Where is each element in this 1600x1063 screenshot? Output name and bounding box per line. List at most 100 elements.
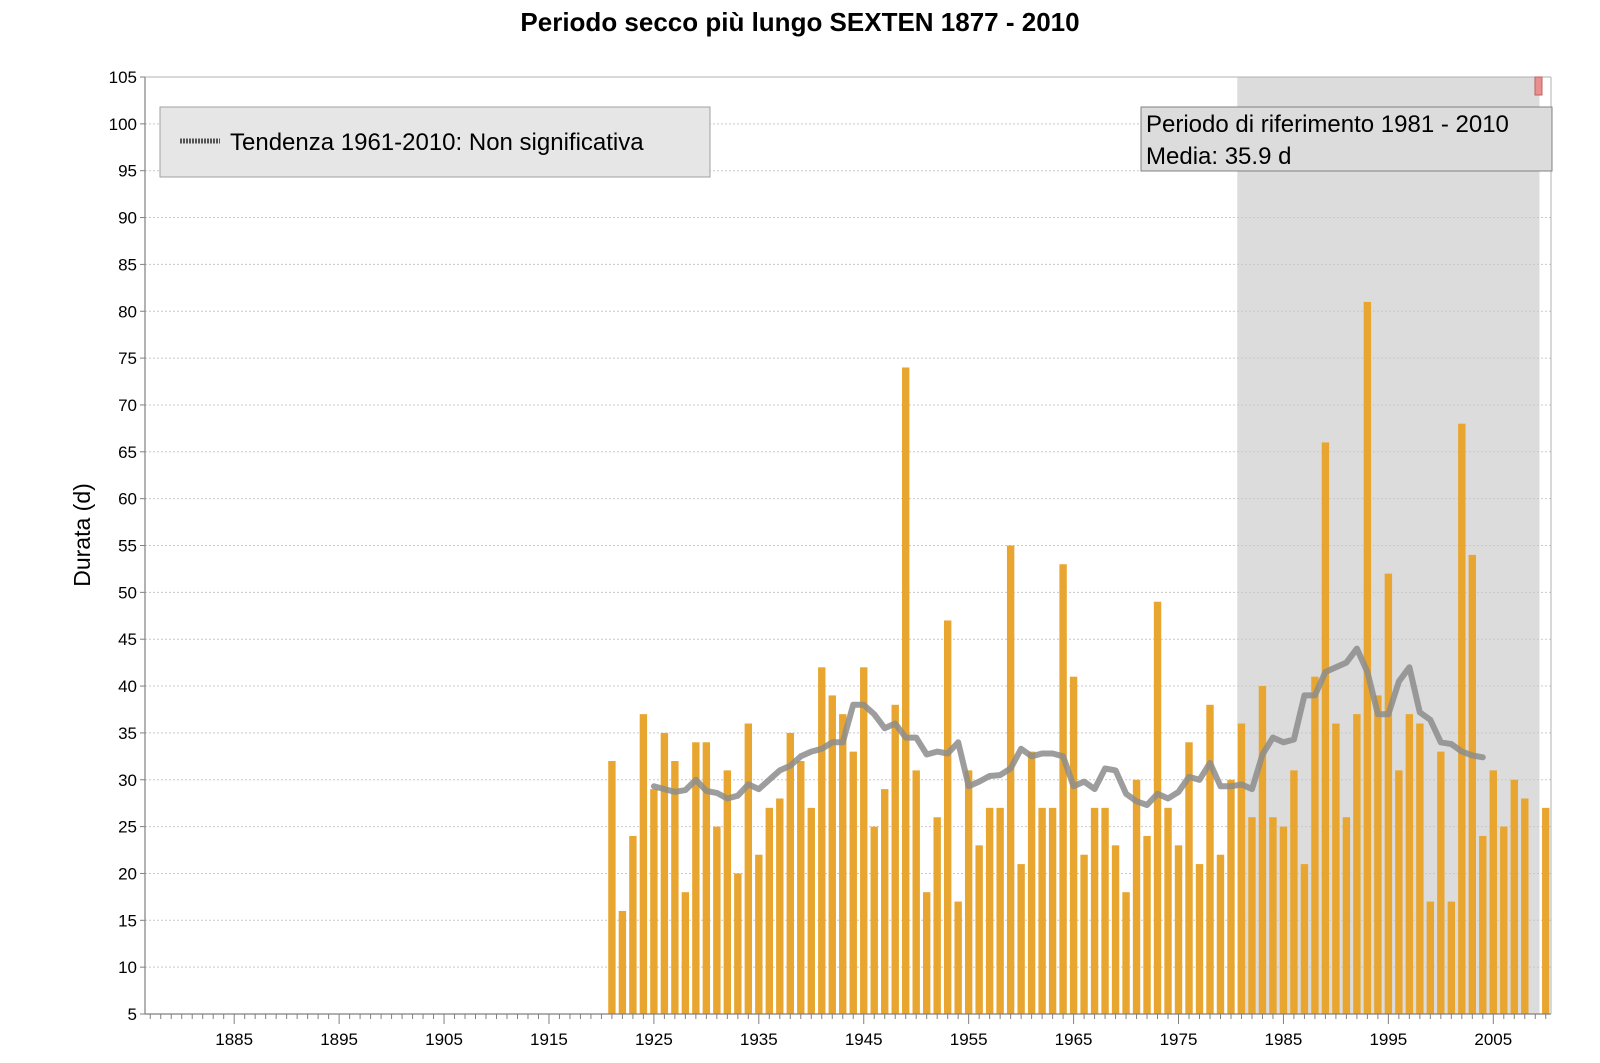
bar xyxy=(1059,564,1067,1014)
reference-period-box: Periodo di riferimento 1981 - 2010 Media… xyxy=(1140,106,1553,172)
bar xyxy=(692,742,700,1014)
bar xyxy=(891,704,899,1014)
bar xyxy=(1542,807,1550,1014)
bar xyxy=(744,723,753,1014)
y-tick-label: 105 xyxy=(109,68,137,87)
bar xyxy=(1489,770,1497,1014)
x-tick-label: 2005 xyxy=(1474,1030,1512,1049)
legend-entry-trend: Tendenza 1961-2010: Non significativa xyxy=(230,129,644,156)
bar xyxy=(1447,901,1456,1014)
bar xyxy=(1521,798,1529,1014)
bar xyxy=(839,714,847,1014)
bar xyxy=(1237,723,1246,1014)
bar xyxy=(881,789,889,1014)
y-tick-label: 40 xyxy=(118,677,137,696)
bar xyxy=(1143,835,1151,1014)
bar xyxy=(765,807,774,1014)
bar xyxy=(954,901,962,1014)
bar xyxy=(1384,573,1393,1014)
bar xyxy=(1206,704,1214,1014)
bar xyxy=(807,807,815,1014)
bar xyxy=(818,667,826,1014)
y-tick-label: 95 xyxy=(118,162,137,181)
y-tick-label: 90 xyxy=(118,209,137,228)
y-tick-label: 50 xyxy=(118,583,137,602)
bar xyxy=(1153,601,1162,1014)
bar xyxy=(1405,714,1414,1014)
bar xyxy=(1101,807,1109,1014)
y-tick-label: 60 xyxy=(118,490,137,509)
bar xyxy=(734,873,742,1014)
bar xyxy=(1510,779,1518,1014)
bar xyxy=(1038,807,1046,1014)
bar xyxy=(1122,892,1130,1014)
bar xyxy=(776,798,784,1014)
bar xyxy=(1300,864,1309,1014)
bar xyxy=(996,807,1004,1014)
bar xyxy=(723,770,732,1014)
bar xyxy=(860,667,868,1014)
y-tick-label: 85 xyxy=(118,255,137,274)
bar xyxy=(975,845,983,1014)
chart-title: Periodo secco più lungo SEXTEN 1877 - 20… xyxy=(520,7,1079,37)
y-tick-label: 75 xyxy=(118,349,137,368)
bar xyxy=(1500,826,1508,1014)
bar xyxy=(671,761,679,1014)
bar xyxy=(608,761,616,1014)
bar xyxy=(828,695,836,1014)
top-right-marker xyxy=(1534,76,1543,96)
x-tick-label: 1945 xyxy=(845,1030,883,1049)
bar xyxy=(1248,817,1256,1014)
bar xyxy=(1437,751,1445,1014)
bar xyxy=(943,620,952,1014)
bar xyxy=(1479,835,1487,1014)
bar xyxy=(702,742,711,1014)
bar xyxy=(681,892,690,1014)
bar xyxy=(1290,770,1298,1014)
axis-layer: 5 10 15 20 25 30 35 40 45 50 55 60 65 70 75 80 85 90 95 100… xyxy=(109,68,1552,1049)
bar xyxy=(1132,779,1141,1014)
y-tick-label: 5 xyxy=(128,1005,137,1024)
bar xyxy=(1269,817,1277,1014)
bar xyxy=(1111,845,1120,1014)
bar xyxy=(1426,901,1435,1014)
bar xyxy=(1363,301,1372,1014)
y-tick-label: 35 xyxy=(118,724,137,743)
bar xyxy=(1395,770,1403,1014)
y-tick-label: 30 xyxy=(118,771,137,790)
x-tick-label: 1905 xyxy=(425,1030,463,1049)
bar xyxy=(912,770,920,1014)
bar xyxy=(1069,676,1078,1014)
bar xyxy=(1342,817,1351,1014)
bar xyxy=(1195,864,1204,1014)
bar xyxy=(629,835,637,1014)
bar xyxy=(713,826,721,1014)
y-tick-label: 70 xyxy=(118,396,137,415)
bar xyxy=(902,367,910,1015)
y-tick-label: 55 xyxy=(118,537,137,556)
bar xyxy=(1216,854,1225,1014)
bar xyxy=(1090,807,1099,1014)
bar xyxy=(1468,554,1477,1014)
trend-layer xyxy=(650,645,1486,808)
bar xyxy=(985,807,994,1014)
bar-layer xyxy=(608,301,1550,1015)
y-tick-label: 10 xyxy=(118,958,137,977)
bar xyxy=(1321,442,1330,1014)
legend-box xyxy=(159,106,711,178)
bar xyxy=(1227,779,1235,1014)
y-tick-label: 100 xyxy=(109,115,137,134)
bar xyxy=(1185,742,1193,1014)
x-tick-label: 1915 xyxy=(530,1030,568,1049)
bar xyxy=(1174,845,1183,1014)
x-tick-label: 1935 xyxy=(740,1030,778,1049)
bar xyxy=(755,854,763,1014)
bar xyxy=(1048,807,1057,1014)
y-tick-label: 15 xyxy=(118,911,137,930)
bar xyxy=(1374,695,1382,1014)
bar xyxy=(1164,807,1172,1014)
y-tick-label: 65 xyxy=(118,443,137,462)
x-tick-label: 1995 xyxy=(1369,1030,1407,1049)
x-tick-label: 1885 xyxy=(215,1030,253,1049)
